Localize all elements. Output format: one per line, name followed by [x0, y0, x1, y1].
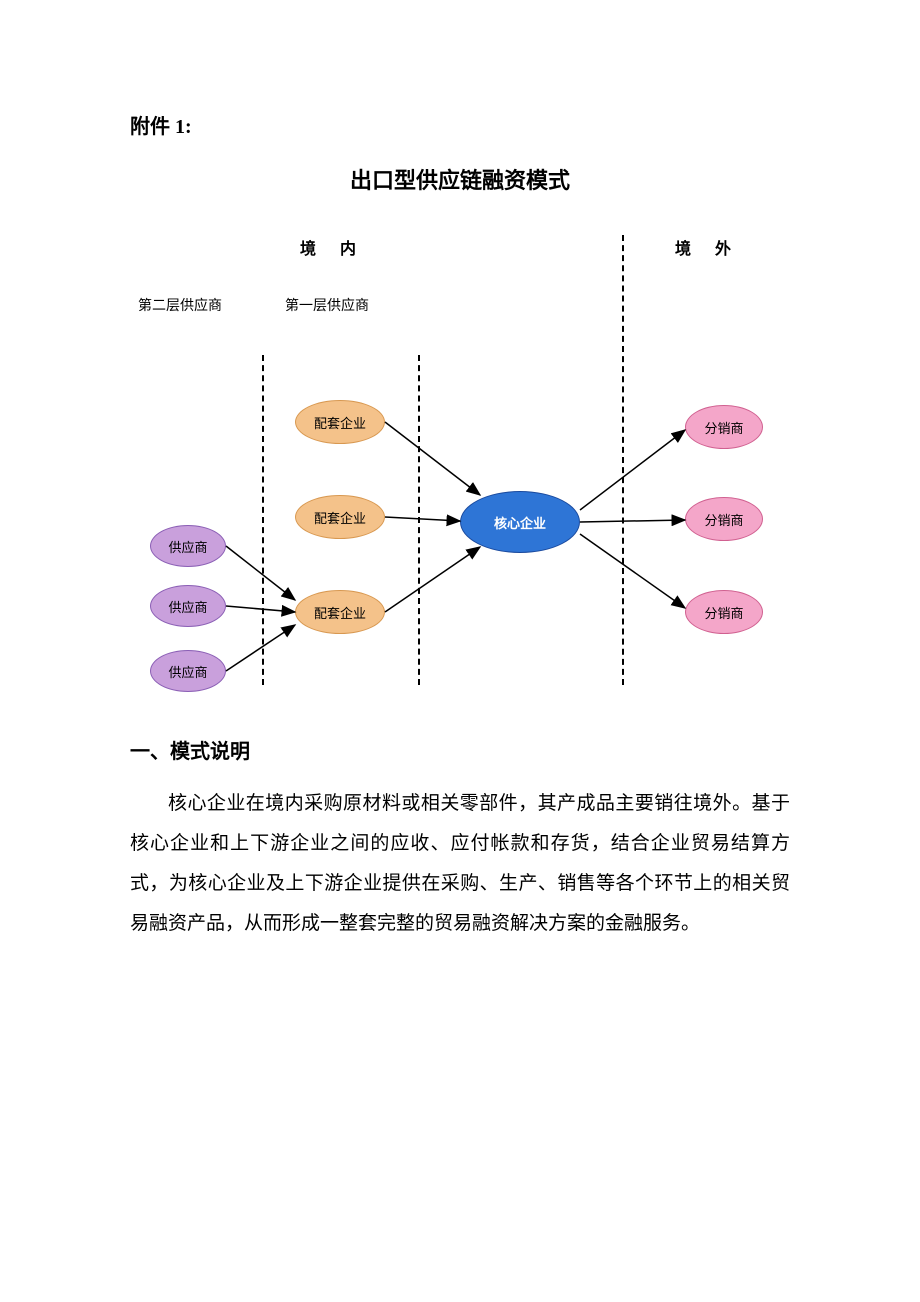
supply-chain-diagram: 境内 境外 第二层供应商 第一层供应商 供应商供应商供应商配套企业配套企业配套企…	[130, 235, 810, 695]
node-dist2: 分销商	[685, 497, 763, 541]
arrow-2	[226, 625, 295, 671]
document-page: 附件 1: 出口型供应链融资模式 境内 境外 第二层供应商 第一层供应商 供应商…	[0, 0, 920, 1004]
body-paragraph: 核心企业在境内采购原材料或相关零部件，其产成品主要销往境外。基于核心企业和上下游…	[130, 784, 790, 944]
arrow-4	[385, 517, 460, 521]
divider-0	[262, 355, 264, 685]
attachment-label: 附件 1:	[130, 110, 790, 139]
arrow-0	[226, 546, 295, 600]
node-dist3: 分销商	[685, 590, 763, 634]
arrow-3	[385, 422, 480, 495]
node-core: 核心企业	[460, 491, 580, 553]
arrow-6	[580, 430, 685, 510]
section-heading: 一、模式说明	[130, 735, 790, 764]
divider-1	[418, 355, 420, 685]
node-partner1: 配套企业	[295, 400, 385, 444]
node-supplier2: 供应商	[150, 585, 226, 627]
node-dist1: 分销商	[685, 405, 763, 449]
node-supplier3: 供应商	[150, 650, 226, 692]
arrow-1	[226, 606, 295, 612]
region-outside-label: 境外	[675, 235, 755, 259]
arrow-5	[385, 547, 480, 612]
arrow-7	[580, 520, 685, 522]
node-partner2: 配套企业	[295, 495, 385, 539]
node-partner3: 配套企业	[295, 590, 385, 634]
tier2-label: 第二层供应商	[138, 295, 222, 315]
arrow-8	[580, 534, 685, 608]
node-supplier1: 供应商	[150, 525, 226, 567]
divider-2	[622, 235, 624, 685]
tier1-label: 第一层供应商	[285, 295, 369, 315]
main-title: 出口型供应链融资模式	[130, 163, 790, 195]
region-inside-label: 境内	[300, 235, 380, 259]
